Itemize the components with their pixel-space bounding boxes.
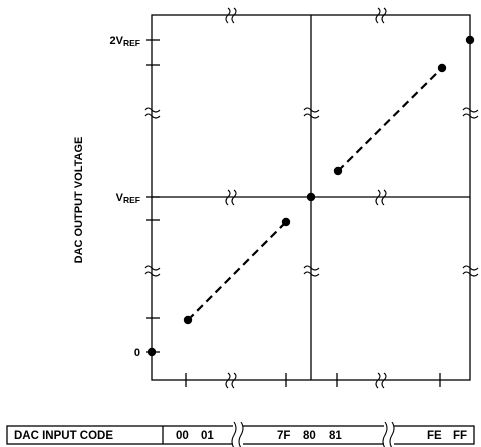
y-tick-label-vref: VREF — [116, 192, 140, 205]
code-7f: 7F — [277, 430, 290, 442]
code-80: 80 — [303, 430, 316, 442]
transfer-segments — [187, 67, 443, 321]
y-axis-label: DAC OUTPUT VOLTAGE — [73, 137, 85, 264]
y-tick-label-2vref: 2VREF — [110, 35, 140, 48]
table-break-symbols — [231, 421, 395, 447]
point-code-fe — [437, 63, 447, 73]
upper-dashed-segment — [337, 67, 443, 172]
point-code-ff — [465, 35, 475, 45]
code-ff: FF — [453, 430, 467, 442]
table-header: DAC INPUT CODE — [14, 430, 113, 442]
break-symbol — [462, 107, 479, 119]
break-symbol — [144, 107, 161, 119]
data-points — [147, 35, 475, 357]
break-symbol — [303, 107, 320, 119]
point-code-01 — [183, 315, 193, 325]
point-code-81 — [333, 166, 343, 176]
axis-breaks — [144, 7, 479, 389]
break-symbol — [144, 265, 161, 277]
point-code-00 — [147, 347, 157, 357]
break-symbol — [375, 7, 387, 24]
code-81: 81 — [329, 430, 342, 442]
table-break-gap — [233, 422, 243, 447]
point-code-7f — [281, 217, 291, 227]
code-fe: FE — [427, 430, 442, 442]
input-code-table: DAC INPUT CODE 00 01 7F 80 81 FE FF — [6, 421, 475, 447]
break-symbol — [462, 265, 479, 277]
break-symbol — [225, 7, 237, 24]
code-00: 00 — [176, 430, 189, 442]
table-break-gap — [384, 422, 394, 447]
point-code-80 — [306, 192, 316, 202]
y-tick-label-zero: 0 — [134, 347, 140, 359]
break-symbol — [225, 189, 237, 206]
break-symbol — [375, 189, 387, 206]
break-symbol — [225, 372, 237, 389]
break-symbol — [303, 265, 320, 277]
code-01: 01 — [201, 430, 214, 442]
tick-marks — [146, 39, 441, 387]
lower-dashed-segment — [187, 221, 287, 321]
break-symbol — [375, 372, 387, 389]
